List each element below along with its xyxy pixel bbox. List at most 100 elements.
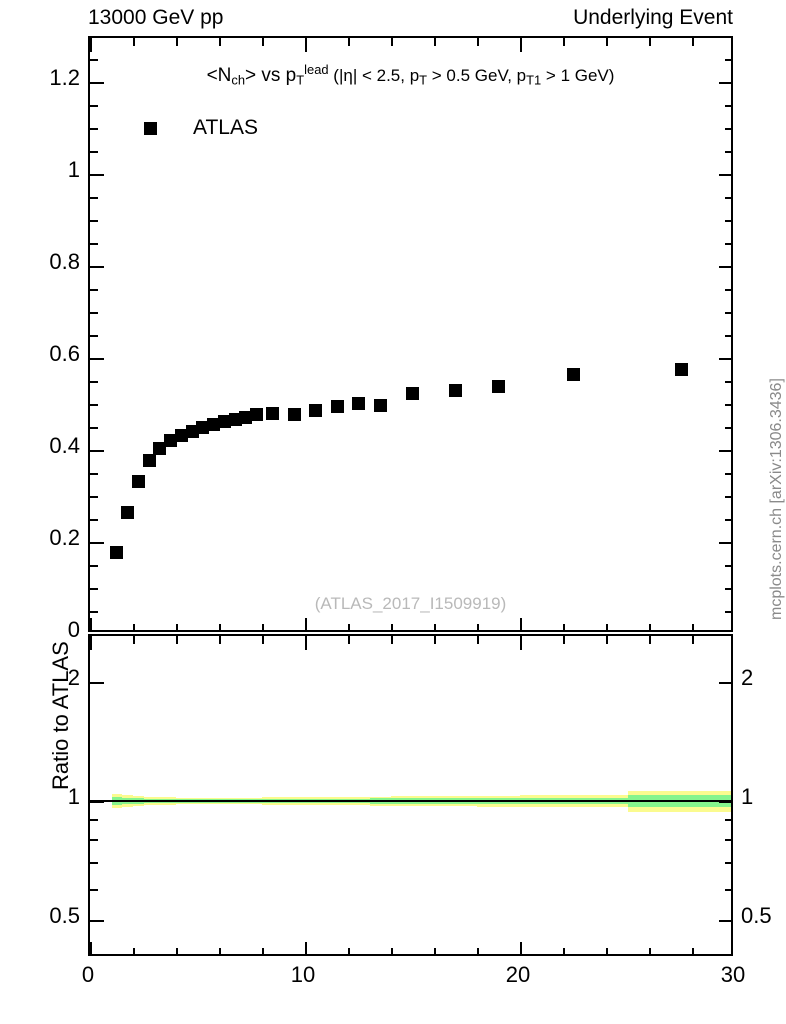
ratio-reference-line (90, 800, 731, 803)
main-x-tick-bottom (477, 624, 479, 630)
ratio-x-tick-top (219, 636, 221, 644)
ratio-x-tick-bottom (649, 948, 651, 954)
main-x-tick-top (692, 38, 694, 46)
main-y-tick-left (90, 427, 98, 430)
main-y-tick-right (725, 197, 731, 200)
ratio-x-tick-label: 10 (290, 962, 316, 987)
data-point (250, 408, 264, 422)
data-point (142, 454, 156, 468)
ratio-y-tick-right (725, 819, 731, 822)
data-point (674, 363, 688, 377)
main-y-tick-right (719, 358, 731, 361)
ratio-x-tick-label: 30 (720, 962, 746, 987)
data-point (110, 546, 124, 560)
main-x-tick-top (520, 38, 522, 52)
title-cuts-begin: (|η| < 2.5, p (333, 66, 420, 86)
ratio-x-tick-bottom (90, 942, 92, 954)
main-y-tick-right (725, 404, 731, 407)
main-y-tick-right (719, 450, 731, 453)
ratio-x-tick-bottom (606, 948, 608, 954)
main-y-tick-left (90, 542, 104, 545)
main-y-tick-left (90, 381, 98, 384)
main-y-tick-left (90, 174, 104, 177)
main-x-tick-top (133, 38, 135, 46)
main-x-tick-top (176, 38, 178, 46)
main-y-tick-right (725, 59, 731, 62)
ratio-y-tick-left (90, 862, 98, 865)
data-point (373, 399, 387, 413)
main-x-tick-bottom (262, 624, 264, 630)
main-y-tick-left (90, 450, 104, 453)
ratio-plot-panel (88, 634, 733, 956)
data-point (153, 441, 167, 455)
ratio-y-axis-title: Ratio to ATLAS (48, 641, 73, 790)
ratio-x-tick-label: 20 (505, 962, 531, 987)
ratio-x-tick-bottom (348, 948, 350, 954)
main-x-tick-top (305, 38, 307, 52)
ratio-y-tick-label-left: 0.5 (49, 902, 80, 928)
main-y-tick-label: 1.2 (49, 65, 80, 91)
ratio-y-tick-right (725, 888, 731, 891)
main-x-tick-bottom (176, 624, 178, 630)
main-y-tick-label: 0.8 (49, 249, 80, 275)
main-x-tick-top (348, 38, 350, 46)
main-y-tick-left (90, 335, 98, 338)
main-y-tick-left (90, 519, 98, 522)
main-y-tick-left (90, 266, 104, 269)
main-y-tick-right (725, 128, 731, 131)
ratio-y-tick-label-right: 1 (741, 784, 754, 810)
main-y-tick-left (90, 588, 98, 590)
main-y-tick-left (90, 358, 104, 361)
main-y-tick-left (90, 220, 98, 223)
ratio-x-tick-top (563, 636, 565, 644)
main-x-tick-bottom (305, 618, 307, 630)
header-left-label: 13000 GeV pp (88, 6, 224, 29)
ratio-x-tick-top (176, 636, 178, 644)
legend-marker-atlas (144, 121, 157, 135)
ratio-x-tick-top (649, 636, 651, 644)
legend-label-atlas: ATLAS (193, 116, 258, 139)
main-x-tick-bottom (520, 618, 522, 630)
title-cuts-mid: > 0.5 GeV, p (427, 66, 527, 86)
ratio-x-tick-bottom (219, 948, 221, 954)
main-y-tick-left (90, 289, 98, 292)
ratio-x-tick-bottom (305, 942, 307, 954)
ratio-x-tick-bottom (391, 948, 393, 954)
main-x-tick-bottom (649, 624, 651, 630)
ratio-x-tick-bottom (434, 948, 436, 954)
data-point (174, 428, 188, 442)
main-y-tick-left (90, 496, 98, 499)
ratio-y-tick-right (725, 839, 731, 842)
main-x-tick-top (391, 38, 393, 46)
main-x-tick-top (262, 38, 264, 46)
main-y-tick-left (90, 59, 98, 62)
main-y-tick-right (725, 565, 731, 568)
main-y-tick-left (90, 565, 98, 568)
main-x-tick-top (649, 38, 651, 46)
main-y-tick-right (725, 105, 731, 108)
main-x-tick-top (90, 38, 92, 52)
ratio-x-tick-top (133, 636, 135, 644)
main-y-tick-right (725, 243, 731, 246)
ratio-x-tick-top (391, 636, 393, 644)
data-point (196, 421, 210, 434)
main-y-tick-left (90, 151, 98, 154)
main-x-tick-bottom (219, 624, 221, 630)
main-y-tick-right (725, 588, 731, 590)
main-y-tick-right (725, 496, 731, 499)
main-y-tick-label: 0.2 (49, 525, 80, 551)
main-y-tick-label: 1 (67, 157, 80, 183)
data-point (492, 379, 505, 393)
main-y-tick-left (90, 105, 98, 108)
main-y-tick-right (725, 381, 731, 384)
data-point (449, 384, 462, 398)
main-x-tick-bottom (434, 624, 436, 630)
main-y-tick-left (90, 611, 98, 613)
title-observable-close: > vs p (245, 65, 297, 87)
main-x-tick-top (434, 38, 436, 46)
ratio-x-tick-top (434, 636, 436, 644)
title-pt-sub: T (296, 72, 305, 88)
ratio-x-tick-label: 0 (81, 962, 95, 987)
data-point (406, 386, 419, 400)
